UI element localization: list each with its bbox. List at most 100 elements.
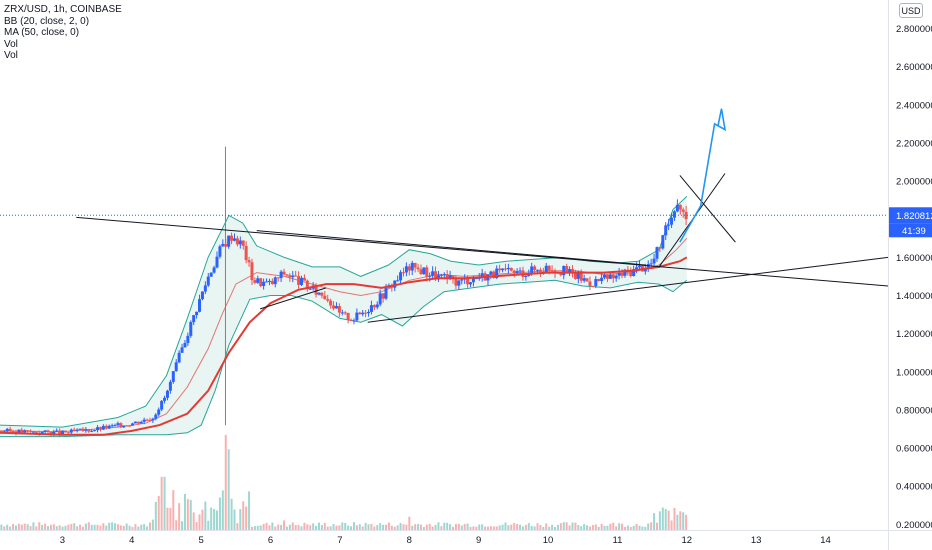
candle-body[interactable]	[282, 271, 286, 275]
candle-body[interactable]	[241, 240, 245, 246]
candle-body[interactable]	[591, 285, 595, 287]
candle-body[interactable]	[649, 263, 653, 265]
candle-body[interactable]	[372, 305, 376, 308]
candle-body[interactable]	[189, 322, 193, 336]
candle-body[interactable]	[329, 300, 333, 306]
candle-body[interactable]	[664, 225, 668, 236]
candle-body[interactable]	[128, 425, 132, 427]
candle-body[interactable]	[154, 414, 158, 419]
candle-body[interactable]	[393, 280, 397, 288]
candle-body[interactable]	[78, 428, 82, 430]
candle-body[interactable]	[151, 418, 155, 421]
candle-body[interactable]	[381, 293, 385, 299]
candle-body[interactable]	[378, 293, 382, 305]
candle-body[interactable]	[457, 280, 461, 286]
candle-body[interactable]	[308, 288, 312, 290]
candle-body[interactable]	[346, 312, 350, 320]
candle-body[interactable]	[294, 275, 298, 277]
candle-body[interactable]	[425, 267, 429, 277]
candle-body[interactable]	[562, 266, 566, 276]
candle-body[interactable]	[96, 427, 100, 431]
candle-body[interactable]	[200, 291, 204, 300]
candle-body[interactable]	[401, 272, 405, 274]
candle-body[interactable]	[119, 423, 123, 428]
legend-symbol[interactable]: ZRX/USD, 1h, COINBASE	[4, 4, 122, 15]
candle-body[interactable]	[165, 390, 169, 398]
candle-body[interactable]	[442, 274, 446, 276]
candle-body[interactable]	[186, 335, 190, 343]
candle-body[interactable]	[285, 274, 289, 276]
candle-body[interactable]	[515, 271, 519, 274]
candle-body[interactable]	[104, 425, 108, 429]
candle-body[interactable]	[198, 299, 202, 312]
candle-body[interactable]	[168, 381, 172, 391]
candle-body[interactable]	[474, 278, 478, 280]
candle-body[interactable]	[337, 306, 341, 313]
candle-body[interactable]	[597, 279, 601, 282]
candle-body[interactable]	[367, 311, 371, 314]
candle-body[interactable]	[125, 425, 129, 427]
candle-body[interactable]	[667, 224, 671, 226]
candle-body[interactable]	[594, 279, 598, 286]
candle-body[interactable]	[635, 267, 639, 270]
candle-body[interactable]	[652, 258, 656, 264]
candle-body[interactable]	[518, 270, 522, 272]
candle-body[interactable]	[454, 278, 458, 286]
candle-body[interactable]	[72, 429, 76, 431]
trendline[interactable]	[679, 175, 736, 243]
legend-vol-1[interactable]: Vol	[4, 38, 18, 50]
candle-body[interactable]	[131, 423, 135, 426]
candle-body[interactable]	[672, 211, 676, 218]
candle-body[interactable]	[524, 275, 528, 277]
candle-body[interactable]	[489, 271, 493, 275]
candle-body[interactable]	[297, 276, 301, 285]
candle-body[interactable]	[399, 272, 403, 281]
candle-body[interactable]	[160, 400, 164, 410]
candle-body[interactable]	[259, 278, 263, 287]
candle-body[interactable]	[323, 295, 327, 300]
candle-body[interactable]	[43, 430, 47, 432]
candle-body[interactable]	[20, 429, 24, 433]
candle-body[interactable]	[603, 274, 607, 278]
candle-body[interactable]	[661, 235, 665, 249]
candle-body[interactable]	[637, 265, 641, 268]
candle-body[interactable]	[26, 430, 30, 432]
candle-body[interactable]	[238, 240, 242, 245]
candle-body[interactable]	[227, 235, 231, 247]
candle-body[interactable]	[407, 266, 411, 271]
candle-body[interactable]	[75, 429, 79, 431]
candle-body[interactable]	[332, 305, 336, 309]
candle-body[interactable]	[369, 305, 373, 312]
candle-body[interactable]	[340, 312, 344, 314]
candle-body[interactable]	[49, 432, 53, 435]
candle-body[interactable]	[195, 311, 199, 316]
candle-body[interactable]	[434, 271, 438, 280]
candle-body[interactable]	[171, 371, 175, 382]
candle-body[interactable]	[250, 262, 254, 281]
candle-body[interactable]	[675, 204, 679, 212]
candle-body[interactable]	[17, 429, 21, 434]
candle-body[interactable]	[52, 431, 56, 435]
candle-body[interactable]	[419, 269, 423, 275]
candle-body[interactable]	[209, 272, 213, 277]
candle-body[interactable]	[110, 425, 114, 427]
candle-body[interactable]	[477, 277, 481, 279]
candle-body[interactable]	[320, 292, 324, 296]
candle-body[interactable]	[98, 427, 102, 430]
candle-body[interactable]	[670, 217, 674, 225]
candle-body[interactable]	[157, 409, 161, 415]
candle-body[interactable]	[270, 280, 274, 285]
candle-body[interactable]	[364, 312, 368, 314]
candle-body[interactable]	[512, 270, 516, 274]
candle-body[interactable]	[291, 275, 295, 278]
candle-body[interactable]	[31, 431, 35, 433]
candle-body[interactable]	[428, 275, 432, 277]
candle-body[interactable]	[413, 262, 417, 268]
candle-body[interactable]	[384, 287, 388, 299]
candle-body[interactable]	[305, 280, 309, 289]
candle-body[interactable]	[466, 278, 470, 285]
candle-body[interactable]	[343, 312, 347, 314]
trendline[interactable]	[256, 230, 646, 266]
candle-body[interactable]	[288, 275, 292, 278]
